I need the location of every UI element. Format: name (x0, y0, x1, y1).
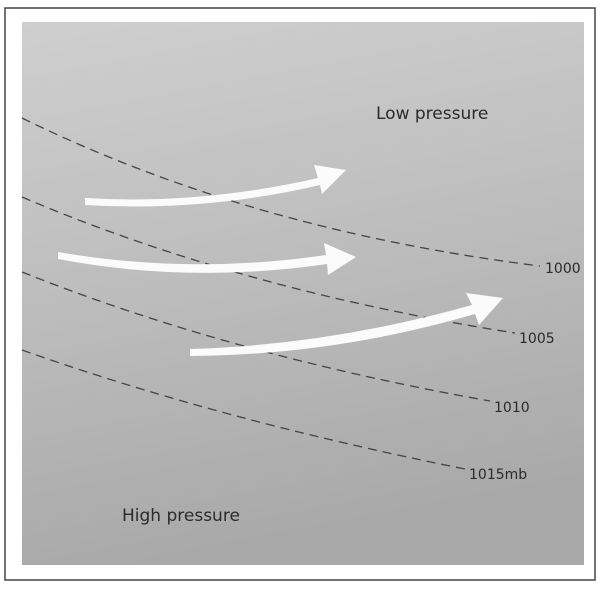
wind-arrows (58, 165, 503, 356)
region-label: Low pressure (376, 104, 488, 124)
wind-arrow (85, 165, 346, 207)
isobar-label: 1000 (545, 261, 581, 277)
isobar-label: 1015mb (469, 467, 527, 483)
region-label: High pressure (122, 506, 240, 526)
wind-arrow (58, 243, 356, 275)
isobar-line (21, 349, 466, 470)
background (22, 22, 584, 565)
isobar-label: 1005 (519, 331, 555, 347)
isobar-line (21, 117, 541, 267)
wind-arrow (190, 293, 503, 356)
isobar-label: 1010 (494, 400, 530, 416)
isobar-line (21, 271, 491, 402)
